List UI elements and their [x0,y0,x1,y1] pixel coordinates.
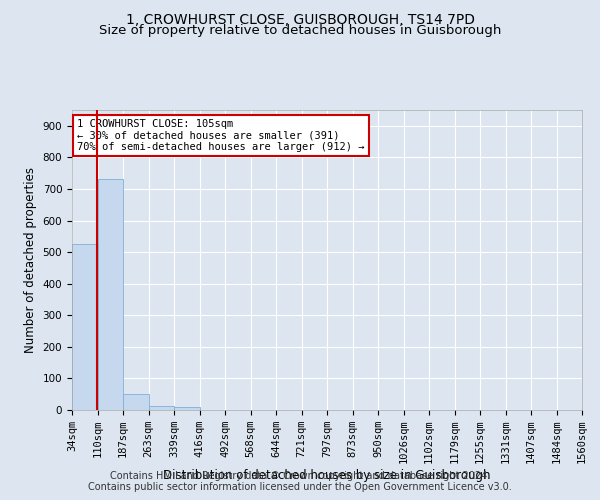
Bar [149,406,174,410]
X-axis label: Distribution of detached houses by size in Guisborough: Distribution of detached houses by size … [163,469,491,482]
Y-axis label: Number of detached properties: Number of detached properties [24,167,37,353]
Bar [123,394,149,410]
Text: 1, CROWHURST CLOSE, GUISBOROUGH, TS14 7PD: 1, CROWHURST CLOSE, GUISBOROUGH, TS14 7P… [125,12,475,26]
Bar [97,180,123,410]
Text: 1 CROWHURST CLOSE: 105sqm
← 30% of detached houses are smaller (391)
70% of semi: 1 CROWHURST CLOSE: 105sqm ← 30% of detac… [77,119,365,152]
Bar [174,407,199,410]
Text: Contains HM Land Registry data © Crown copyright and database right 2024.
Contai: Contains HM Land Registry data © Crown c… [88,471,512,492]
Bar [72,244,97,410]
Text: Size of property relative to detached houses in Guisborough: Size of property relative to detached ho… [99,24,501,37]
